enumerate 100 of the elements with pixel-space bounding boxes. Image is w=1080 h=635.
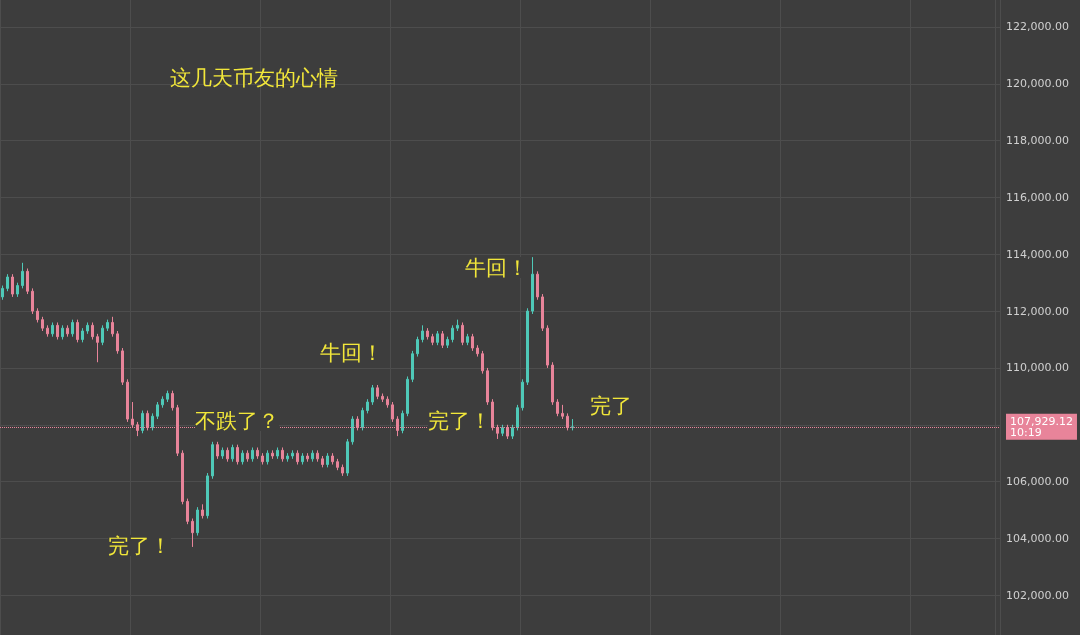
candlestick — [106, 319, 109, 332]
candlestick — [291, 449, 294, 460]
candlestick — [541, 293, 544, 332]
candlestick — [421, 324, 424, 343]
candlestick — [41, 316, 44, 332]
candlestick — [346, 438, 349, 477]
candlestick — [436, 330, 439, 346]
candlestick — [86, 321, 89, 335]
y-tick-label: 106,000.00 — [1006, 475, 1069, 489]
candlestick — [61, 324, 64, 341]
candlestick — [1, 285, 4, 301]
candlestick — [141, 410, 144, 434]
candlestick — [206, 472, 209, 520]
candlestick — [76, 319, 79, 343]
candlestick — [386, 395, 389, 409]
candlestick — [156, 401, 159, 420]
candlestick — [251, 446, 254, 463]
candlestick — [166, 390, 169, 403]
candlestick — [66, 324, 69, 338]
candlestick — [276, 446, 279, 460]
candlestick — [91, 321, 94, 341]
candlestick — [201, 503, 204, 520]
candlestick — [341, 464, 344, 477]
candlestick — [171, 390, 174, 412]
candlestick — [266, 449, 269, 466]
candlestick — [326, 452, 329, 468]
candlestick — [486, 367, 489, 406]
candlestick — [406, 375, 409, 417]
candlestick — [441, 330, 444, 349]
candlestick — [191, 518, 194, 548]
candlestick — [281, 446, 284, 463]
candlestick — [471, 333, 474, 352]
y-tick-label: 122,000.00 — [1006, 20, 1069, 34]
candlestick — [461, 321, 464, 346]
candlestick — [321, 455, 324, 468]
candlestick — [526, 307, 529, 386]
y-tick-label: 116,000.00 — [1006, 190, 1069, 204]
candlestick — [336, 458, 339, 471]
candlestick — [571, 418, 574, 431]
candlestick — [151, 412, 154, 431]
candlestick — [376, 384, 379, 400]
candlestick — [51, 321, 54, 338]
candlestick — [561, 404, 564, 420]
candlestick — [451, 324, 454, 343]
candlestick — [261, 452, 264, 466]
candlestick — [11, 273, 14, 298]
text: 这几天币友的心情 — [170, 65, 338, 90]
candlestick — [286, 452, 289, 463]
candlestick — [116, 330, 119, 355]
annotation: 完了！ — [428, 408, 491, 433]
candlestick — [456, 319, 459, 332]
candlestick — [211, 441, 214, 480]
annotation: 完了！ — [108, 533, 171, 558]
candlestick — [391, 401, 394, 423]
y-tick-label: 104,000.00 — [1006, 531, 1069, 545]
candlestick — [551, 361, 554, 406]
candlestick — [36, 307, 39, 323]
y-tick-label: 114,000.00 — [1006, 247, 1069, 261]
candlestick — [111, 316, 114, 338]
candlestick — [6, 273, 9, 292]
candlestick — [371, 384, 374, 406]
candlestick — [186, 498, 189, 525]
candlestick — [121, 347, 124, 386]
candlestick — [401, 410, 404, 434]
y-tick-label: 110,000.00 — [1006, 361, 1069, 375]
y-tick-label: 120,000.00 — [1006, 77, 1069, 91]
candlestick — [381, 393, 384, 403]
candlestick — [96, 333, 99, 363]
candlestick — [161, 395, 164, 409]
candlestick — [256, 446, 259, 460]
candlestick — [26, 267, 29, 295]
y-tick-label: 102,000.00 — [1006, 588, 1069, 602]
y-tick-label: 112,000.00 — [1006, 304, 1069, 318]
annotation: 牛回！ — [320, 340, 383, 365]
candlestick — [446, 336, 449, 349]
ref-line-label: 107,929.12 10:19 — [1010, 414, 1073, 439]
candlestick — [241, 449, 244, 466]
candlestick — [431, 333, 434, 346]
candlestick — [416, 336, 419, 358]
candlestick — [411, 350, 414, 383]
candlestick — [301, 452, 304, 466]
candlestick — [226, 446, 229, 463]
candlestick — [501, 424, 504, 437]
candlestick — [196, 506, 199, 537]
candlestick — [516, 404, 519, 431]
candlestick — [426, 327, 429, 341]
candlestick — [306, 452, 309, 463]
candlestick — [366, 398, 369, 414]
candlestick — [546, 324, 549, 369]
candlestick — [556, 398, 559, 417]
candlestick — [511, 424, 514, 440]
candlestick — [296, 449, 299, 466]
candlestick — [101, 324, 104, 346]
candlestick — [271, 449, 274, 460]
annotation: 牛回！ — [465, 255, 528, 280]
annotation: 不跌了？ — [195, 408, 279, 433]
candlestick — [126, 378, 129, 423]
candlestick — [46, 324, 49, 338]
candlestick — [331, 452, 334, 466]
candlestick — [16, 282, 19, 298]
